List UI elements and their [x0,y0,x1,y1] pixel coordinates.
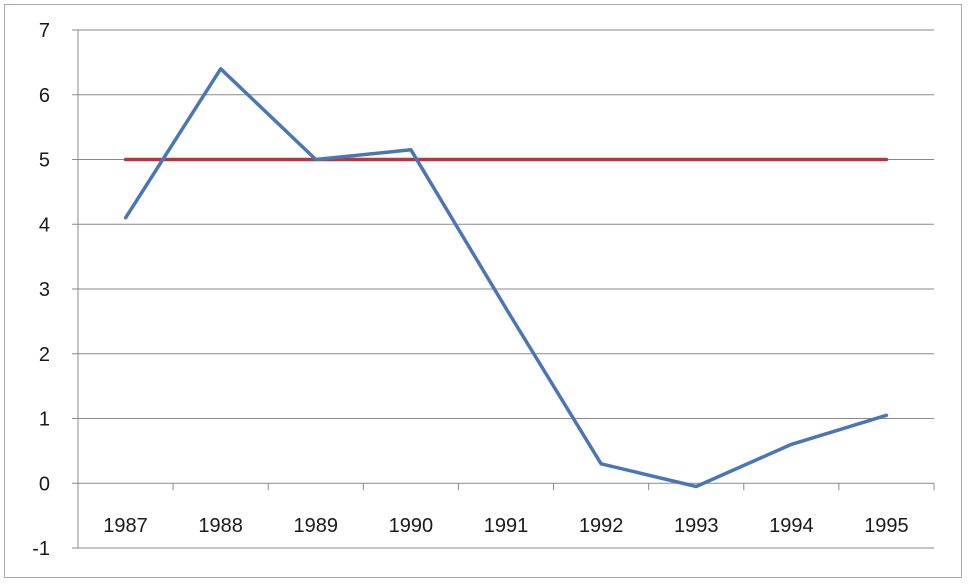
x-tick-label: 1994 [769,515,814,537]
y-tick-label: 5 [39,150,50,172]
x-tick-label: 1989 [294,515,339,537]
y-tick-label: 2 [39,344,50,366]
x-tick-label: 1987 [103,515,148,537]
series-lines [123,67,889,489]
y-tick-label: 4 [39,214,50,236]
x-tick-label: 1995 [864,515,909,537]
series-line-1 [123,67,889,489]
x-tick-label: 1988 [198,515,243,537]
y-tick-label: -1 [32,538,50,560]
y-tick-label: 7 [39,20,50,42]
gridlines [72,29,934,549]
chart-frame [4,4,962,578]
y-tick-labels: 7 6 5 4 3 2 1 0 -1 [32,20,50,560]
x-tick-label: 1991 [484,515,529,537]
x-tick-label: 1993 [674,515,719,537]
x-tick-label: 1992 [579,515,624,537]
x-tick-label: 1990 [389,515,434,537]
x-axis-ticks [77,483,935,491]
y-tick-label: 1 [39,409,50,431]
y-tick-label: 3 [39,279,50,301]
y-tick-label: 0 [39,473,50,495]
y-tick-label: 6 [39,85,50,107]
x-tick-labels: 1987 1988 1989 1990 1991 1992 1993 1994 1995 [103,515,908,537]
